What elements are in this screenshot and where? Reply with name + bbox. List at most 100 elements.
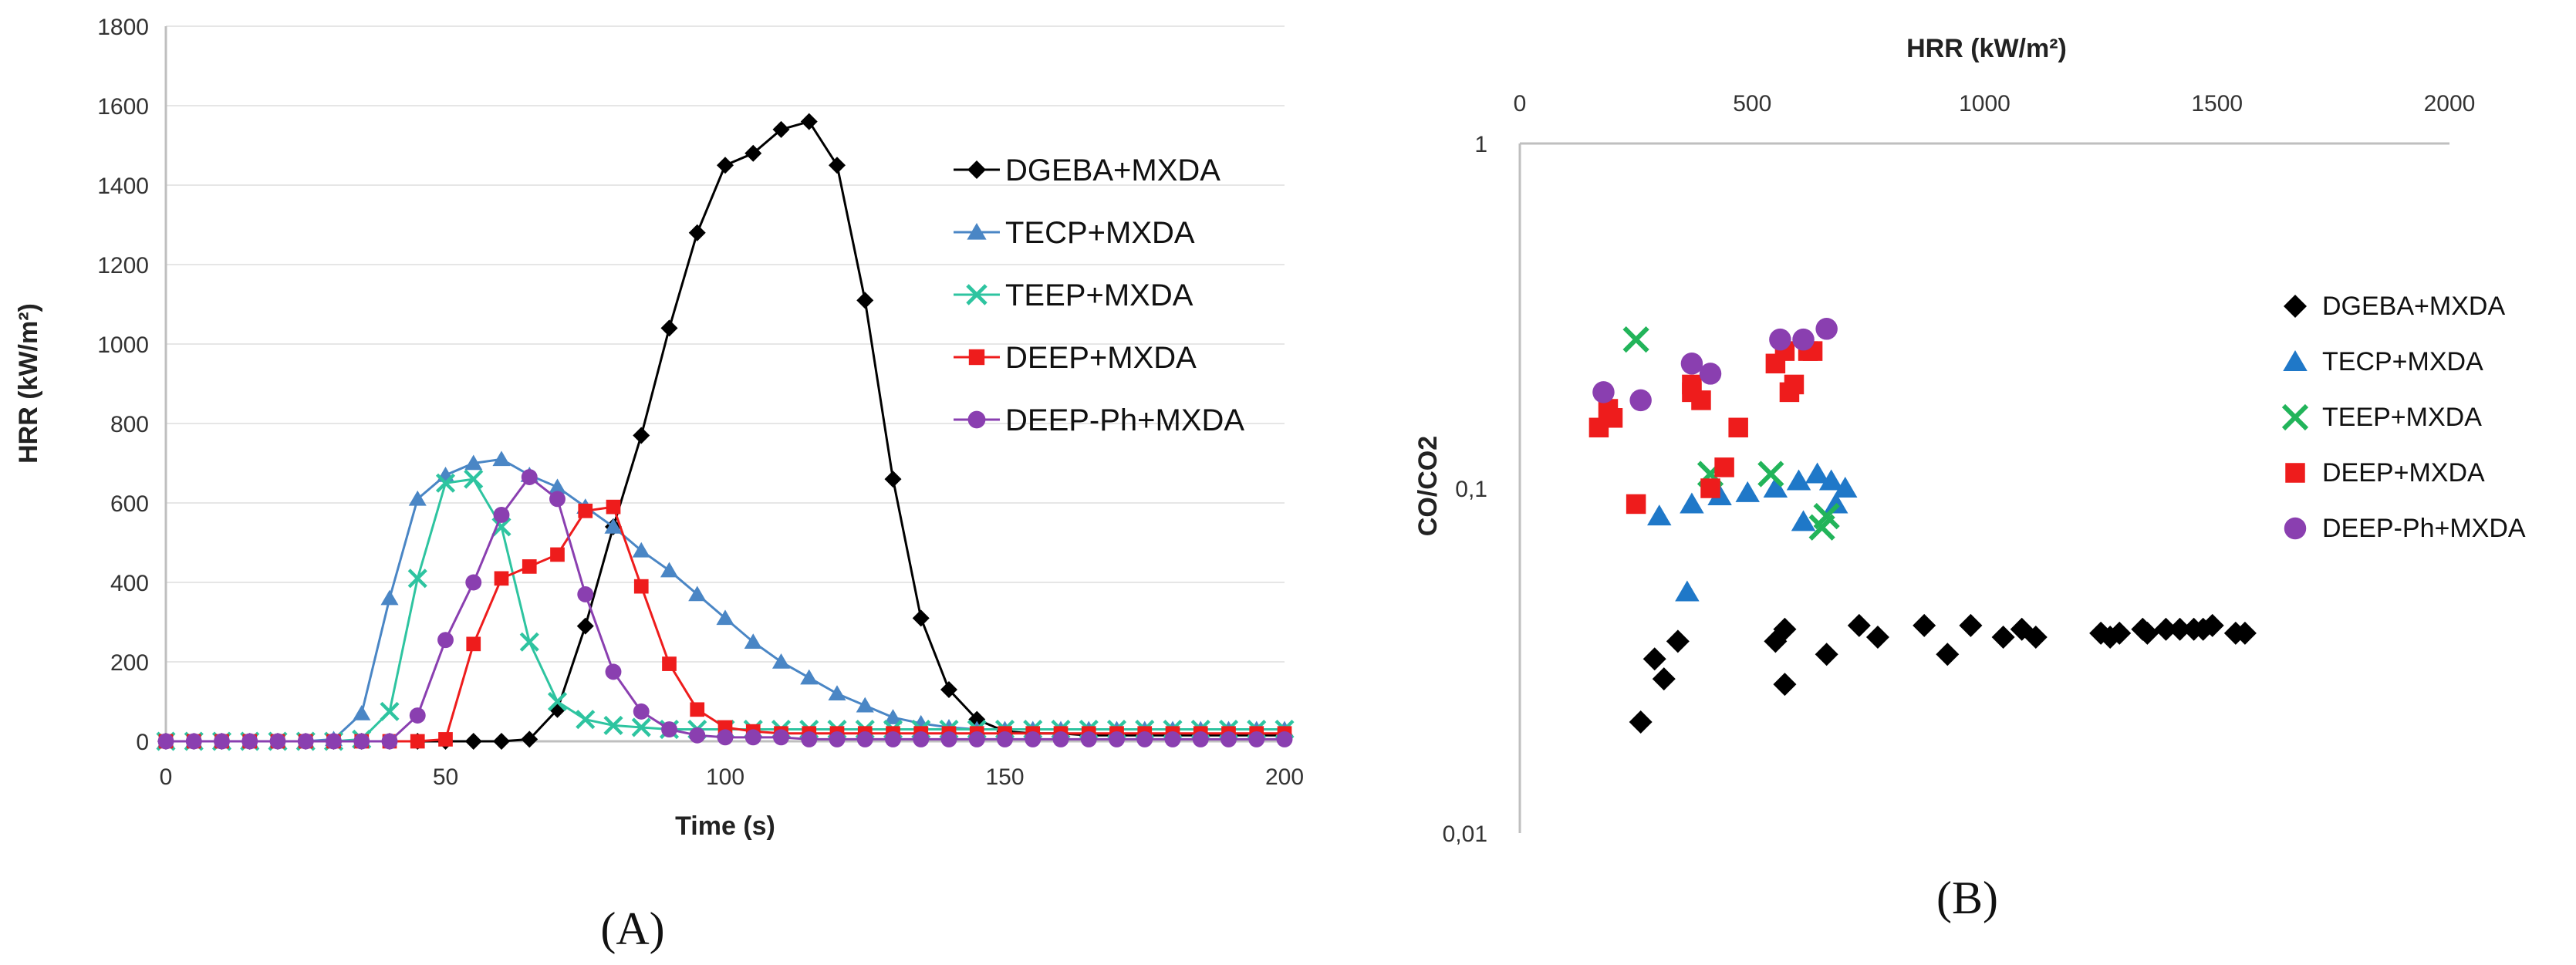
y-tick-label: 1400: [97, 174, 149, 199]
data-point: [1792, 328, 1815, 351]
data-point: [1629, 389, 1652, 412]
data-point: [1763, 477, 1788, 498]
legend-label: DEEP-Ph+MXDA: [2322, 514, 2526, 543]
chart-a-ylabel: HRR (kW/m²): [14, 303, 43, 464]
data-point: [1700, 478, 1720, 498]
x-tick-label: 100: [706, 764, 744, 790]
data-point: [437, 632, 454, 649]
data-point: [1813, 503, 1840, 530]
data-point: [1680, 492, 1704, 514]
y-tick-label: 1600: [97, 94, 149, 120]
data-point: [660, 319, 678, 337]
data-point: [578, 503, 593, 518]
data-point: [1136, 730, 1153, 747]
data-point: [381, 733, 398, 750]
data-point: [884, 471, 902, 488]
data-point: [269, 733, 286, 750]
data-point: [631, 717, 651, 737]
chart-b-legend: DGEBA+MXDA TECP+MXDA TEEP+MXDA DEEP+MXDA DEE…: [2281, 292, 2526, 543]
data-point: [491, 517, 511, 537]
legend-marker: [966, 284, 988, 305]
data-point: [1109, 730, 1125, 747]
chart-b-series: [1588, 318, 2257, 734]
data-point: [1622, 326, 1649, 353]
legend-marker: [2284, 295, 2307, 318]
data-point: [214, 733, 230, 750]
data-point: [493, 733, 510, 750]
data-point: [1714, 457, 1734, 477]
y-tick-label: 1: [1474, 132, 1487, 157]
data-point: [661, 721, 677, 737]
legend-marker: [967, 223, 987, 240]
data-point: [912, 609, 930, 627]
data-point: [632, 542, 650, 558]
data-point: [157, 733, 174, 750]
data-point: [1728, 417, 1748, 438]
x-tick-label: 50: [433, 764, 458, 790]
legend-marker: [2283, 350, 2308, 371]
data-point: [493, 507, 510, 523]
series-line: [166, 457, 1285, 743]
data-point: [2168, 617, 2192, 641]
y-tick-label: 600: [110, 491, 149, 517]
data-point: [466, 636, 481, 652]
data-point: [968, 730, 985, 747]
legend-marker: [968, 349, 985, 366]
data-point: [494, 571, 509, 586]
data-point: [1773, 673, 1797, 697]
data-point: [772, 120, 790, 138]
data-point: [2200, 613, 2224, 637]
data-point: [856, 697, 874, 713]
data-point: [883, 709, 903, 724]
chart-a-xlabel: Time (s): [675, 811, 775, 841]
data-point: [1080, 730, 1097, 747]
data-point: [662, 656, 677, 671]
data-point: [1248, 730, 1265, 747]
chart-b-ylabel: CO/CO2: [1413, 436, 1443, 536]
data-point: [549, 491, 566, 508]
chart-a-x-ticks: 0 50 100 150 200: [160, 764, 1304, 790]
data-point: [1666, 629, 1690, 653]
legend-label: DEEP-Ph+MXDA: [1005, 403, 1244, 437]
x-tick-label: 200: [1265, 764, 1304, 790]
data-point: [1699, 363, 1722, 385]
data-point: [2135, 621, 2159, 645]
data-point: [856, 730, 873, 747]
data-point: [1815, 318, 1838, 340]
data-point: [438, 732, 453, 747]
data-point: [717, 729, 734, 746]
data-point: [576, 617, 594, 635]
data-point: [1847, 613, 1871, 637]
data-point: [464, 454, 483, 471]
chart-a-grid: [166, 25, 1285, 663]
legend-label: DGEBA+MXDA: [2322, 292, 2505, 321]
data-point: [800, 113, 818, 130]
data-point: [241, 733, 258, 750]
data-point: [1647, 504, 1672, 526]
y-tick-label: 0,1: [1455, 477, 1487, 502]
data-point: [1626, 494, 1646, 515]
y-tick-label: 0: [136, 730, 149, 755]
data-point: [2024, 626, 2048, 650]
data-point: [1592, 381, 1615, 403]
data-point: [380, 701, 400, 721]
legend-marker: [2281, 403, 2309, 431]
data-point: [353, 704, 371, 720]
data-point: [633, 579, 649, 594]
data-point: [829, 157, 846, 174]
y-tick-label: 1000: [97, 332, 149, 358]
data-point: [1220, 730, 1237, 747]
data-point: [465, 574, 482, 591]
legend-marker: [967, 160, 986, 179]
data-point: [519, 632, 539, 652]
x-tick-label: 500: [1733, 91, 1771, 116]
data-point: [940, 730, 957, 747]
data-point: [1818, 469, 1844, 491]
chart-b-panel-label: (B): [1936, 872, 1998, 923]
data-point: [1735, 481, 1760, 502]
data-point: [409, 707, 426, 724]
data-point: [1791, 510, 1816, 531]
data-point: [606, 499, 621, 515]
data-point: [744, 633, 762, 650]
